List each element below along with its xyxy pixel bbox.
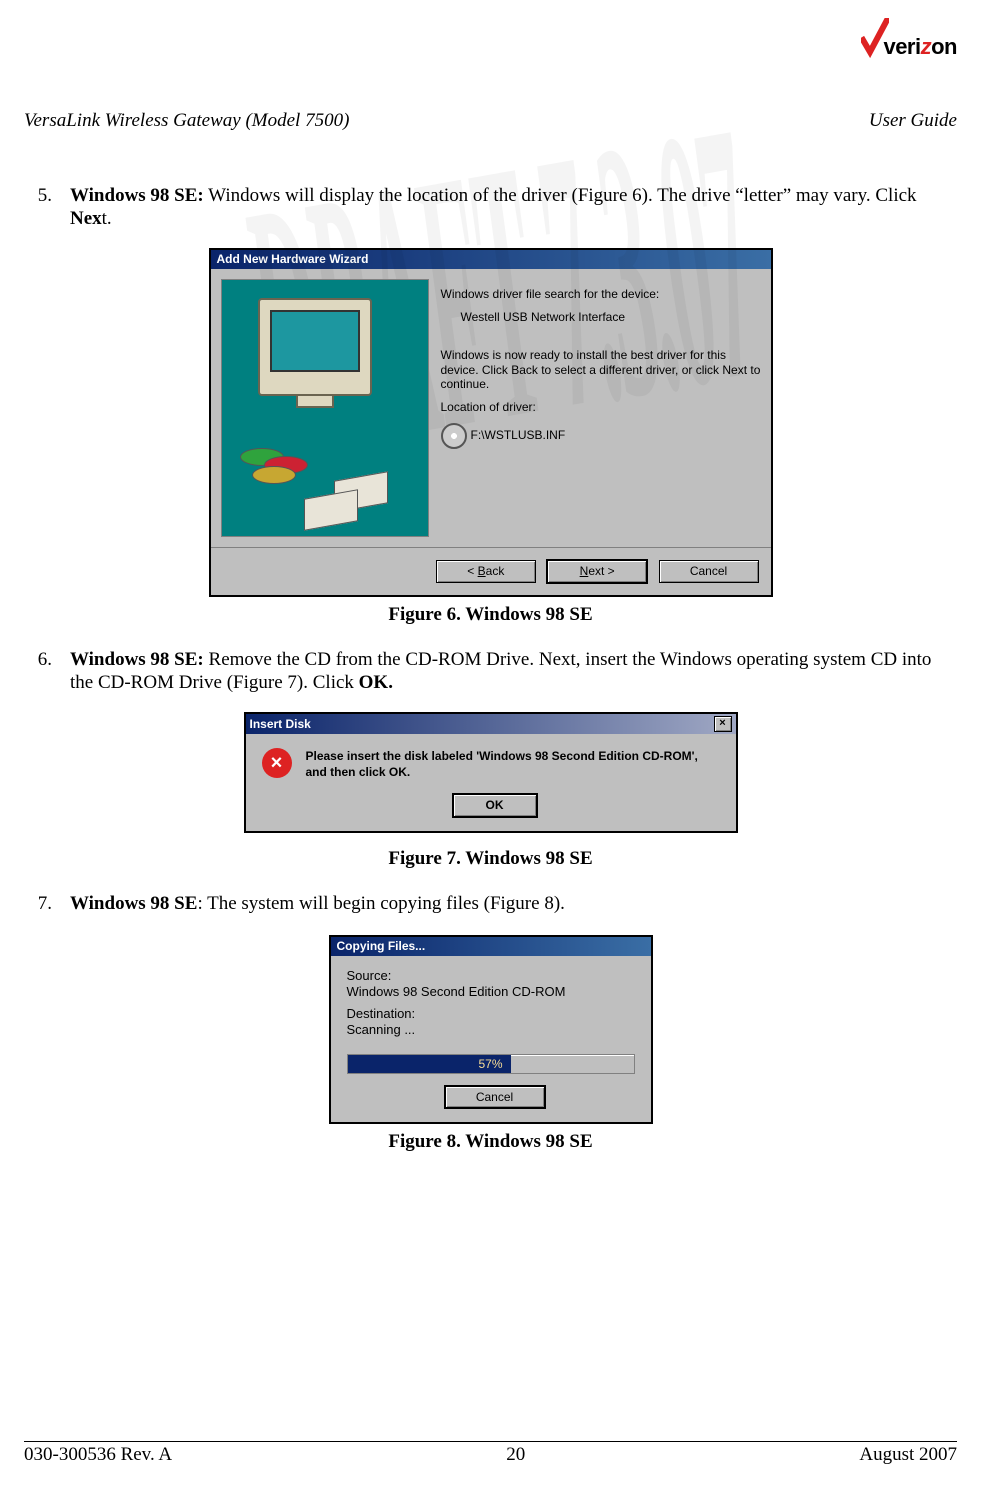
header-right: User Guide (869, 110, 957, 132)
cd-icon (441, 423, 467, 449)
step-text: Windows 98 SE: Remove the CD from the CD… (70, 648, 957, 694)
dialog-message: Please insert the disk labeled 'Windows … (306, 748, 720, 780)
footer-right: August 2007 (859, 1444, 957, 1466)
error-icon: × (262, 748, 292, 778)
back-button[interactable]: < Back (436, 560, 536, 583)
page-header: VersaLink Wireless Gateway (Model 7500) … (24, 110, 957, 132)
driver-path: F:\WSTLUSB.INF (441, 423, 761, 449)
progress-bar: 57% (347, 1054, 635, 1074)
destination-label: Destination: (347, 1006, 635, 1022)
step-number: 5. (24, 184, 52, 230)
figure-caption: Figure 8. Windows 98 SE (24, 1130, 957, 1153)
figure-caption: Figure 6. Windows 98 SE (24, 603, 957, 626)
ok-button[interactable]: OK (453, 794, 537, 817)
page-footer: 030-300536 Rev. A 20 August 2007 (24, 1441, 957, 1466)
cancel-button[interactable]: Cancel (659, 560, 759, 583)
footer-left: 030-300536 Rev. A (24, 1444, 172, 1466)
close-icon[interactable]: × (714, 716, 732, 732)
insert-disk-dialog: Insert Disk × × Please insert the disk l… (244, 712, 738, 833)
next-button[interactable]: Next > (547, 560, 647, 583)
dialog-titlebar: Copying Files... (331, 937, 651, 956)
source-label: Source: (347, 968, 635, 984)
step-number: 6. (24, 648, 52, 694)
step-number: 7. (24, 892, 52, 915)
copying-files-dialog: Copying Files... Source: Windows 98 Seco… (329, 935, 653, 1124)
cancel-button[interactable]: Cancel (445, 1086, 545, 1109)
wizard-illustration (221, 279, 429, 537)
footer-page-number: 20 (506, 1444, 525, 1466)
progress-percent: 57% (348, 1055, 634, 1073)
dialog-line: Windows driver file search for the devic… (441, 287, 761, 302)
add-hardware-wizard-dialog: Add New Hardware Wizard (209, 248, 773, 596)
dialog-line: Windows is now ready to install the best… (441, 348, 761, 392)
dialog-titlebar: Insert Disk (250, 717, 311, 732)
checkmark-icon (861, 18, 885, 60)
logo-text: verizon (883, 34, 957, 60)
step-text: Windows 98 SE: The system will begin cop… (70, 892, 957, 915)
dialog-titlebar: Add New Hardware Wizard (211, 250, 771, 269)
verizon-logo: verizon (861, 18, 957, 60)
figure-caption: Figure 7. Windows 98 SE (24, 847, 957, 870)
destination-value: Scanning ... (347, 1022, 635, 1038)
header-left: VersaLink Wireless Gateway (Model 7500) (24, 110, 349, 132)
device-name: Westell USB Network Interface (461, 310, 761, 325)
step-text: Windows 98 SE: Windows will display the … (70, 184, 957, 230)
source-value: Windows 98 Second Edition CD-ROM (347, 984, 635, 1000)
dialog-line: Location of driver: (441, 400, 761, 415)
